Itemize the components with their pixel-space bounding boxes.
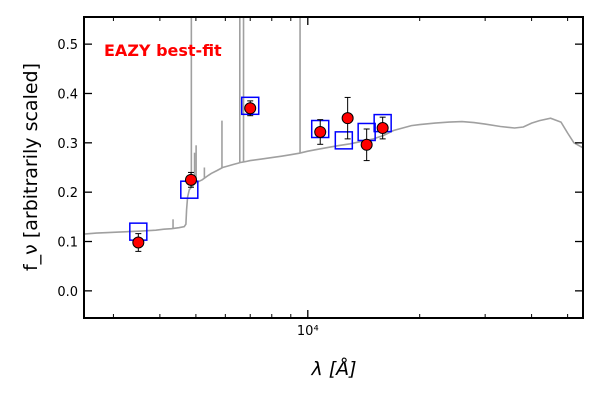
annotation-label: EAZY best-fit: [104, 41, 222, 60]
y-axis-label: f_ν [arbitrarily scaled]: [20, 63, 42, 271]
y-tick-label: 0.4: [57, 87, 78, 102]
observed-point: [184, 173, 197, 186]
observed-point: [244, 102, 257, 115]
template-continuum: [84, 117, 583, 235]
y-tick-label: 0.1: [57, 236, 78, 251]
model-point: [334, 131, 354, 150]
observed-point: [376, 122, 389, 135]
axes-layer: 0.0 0.1 0.2 0.3 0.4 0.5 10⁴: [57, 17, 583, 339]
y-tick-label: 0.5: [57, 38, 78, 53]
y-tick-label: 0.2: [57, 186, 78, 201]
plot-frame: [83, 16, 584, 319]
y-tick-label: 0.3: [57, 137, 78, 152]
observed-point: [360, 138, 373, 151]
x-tick-label: 10⁴: [297, 324, 319, 339]
observed-point: [132, 236, 145, 249]
y-tick-label: 0.0: [57, 285, 78, 300]
observed-point: [314, 125, 327, 138]
x-axis-label: λ [Å]: [310, 357, 356, 380]
plot-content: [84, 17, 583, 252]
observed-point: [341, 112, 354, 125]
